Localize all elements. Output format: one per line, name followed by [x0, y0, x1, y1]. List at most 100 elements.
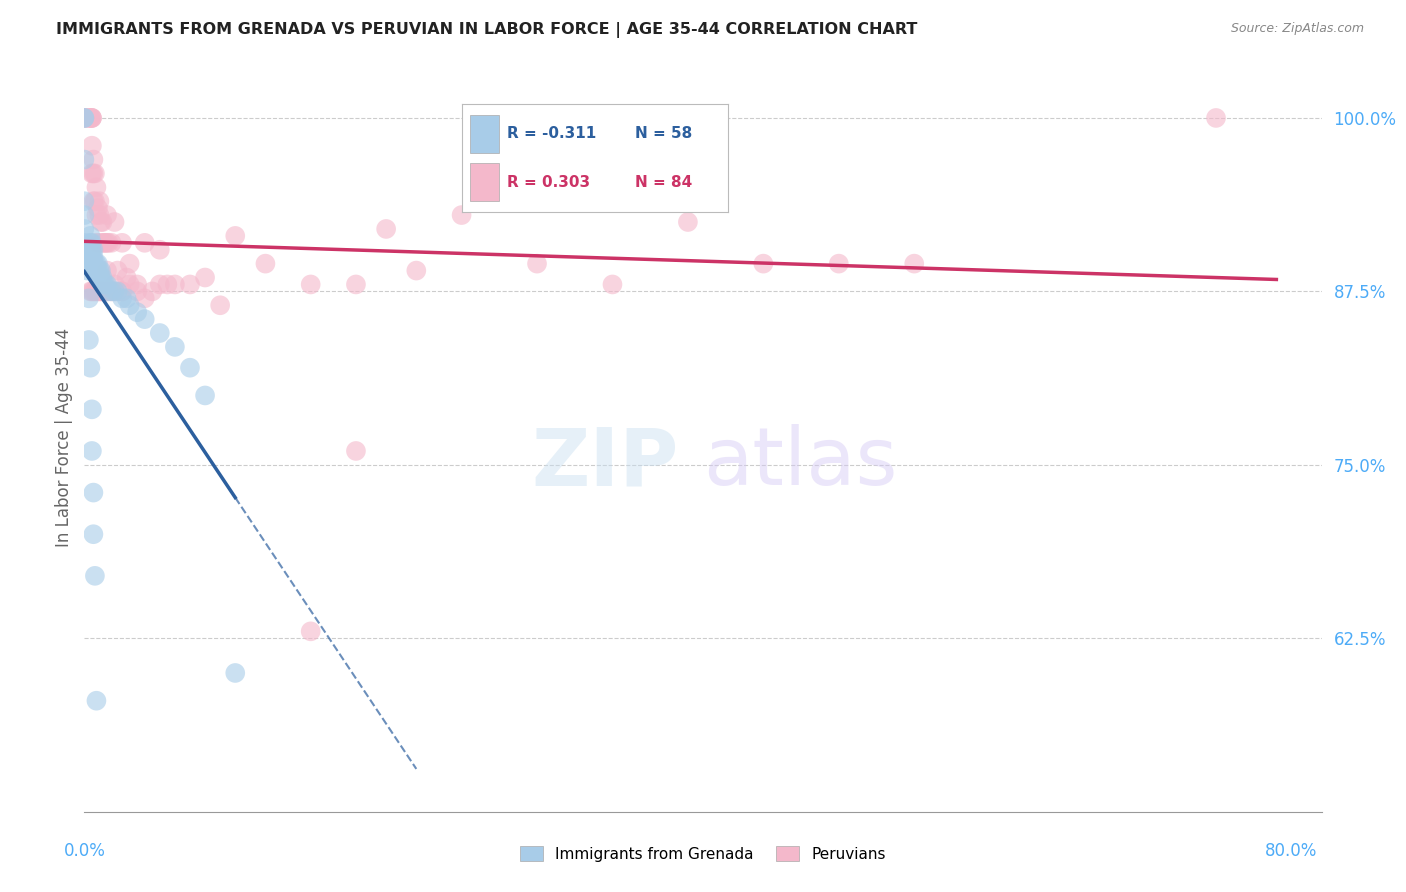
- Point: [73, 111, 96, 125]
- Point: [149, 326, 172, 340]
- Text: ZIP: ZIP: [531, 425, 678, 502]
- Point: [89, 285, 111, 299]
- Point: [179, 277, 201, 292]
- Point: [82, 194, 104, 209]
- Point: [828, 257, 851, 271]
- Point: [77, 111, 100, 125]
- Point: [107, 285, 129, 299]
- Text: 80.0%: 80.0%: [1265, 842, 1317, 860]
- Point: [80, 257, 103, 271]
- Point: [127, 277, 149, 292]
- Text: IMMIGRANTS FROM GRENADA VS PERUVIAN IN LABOR FORCE | AGE 35-44 CORRELATION CHART: IMMIGRANTS FROM GRENADA VS PERUVIAN IN L…: [56, 22, 918, 38]
- Point: [82, 527, 104, 541]
- Point: [80, 402, 103, 417]
- Point: [103, 277, 125, 292]
- Point: [752, 257, 775, 271]
- Point: [97, 235, 120, 250]
- Point: [87, 257, 110, 271]
- Point: [224, 665, 246, 680]
- Point: [149, 243, 172, 257]
- Point: [80, 235, 103, 250]
- Point: [127, 305, 149, 319]
- Point: [80, 111, 103, 125]
- Point: [86, 208, 108, 222]
- Point: [96, 285, 118, 299]
- Point: [79, 257, 101, 271]
- Point: [299, 624, 322, 639]
- Point: [450, 208, 472, 222]
- Point: [100, 285, 122, 299]
- Point: [94, 235, 117, 250]
- Point: [84, 194, 107, 209]
- Point: [73, 153, 96, 167]
- Point: [375, 222, 398, 236]
- Text: atlas: atlas: [703, 425, 897, 502]
- Point: [344, 277, 367, 292]
- Point: [163, 277, 186, 292]
- Point: [93, 285, 115, 299]
- Point: [903, 257, 925, 271]
- Point: [73, 208, 96, 222]
- Point: [89, 194, 111, 209]
- Point: [97, 285, 120, 299]
- Point: [100, 285, 122, 299]
- Point: [80, 243, 103, 257]
- Point: [134, 235, 156, 250]
- Legend: Immigrants from Grenada, Peruvians: Immigrants from Grenada, Peruvians: [513, 839, 893, 868]
- Text: 0.0%: 0.0%: [63, 842, 105, 860]
- Point: [127, 285, 149, 299]
- Point: [405, 263, 427, 277]
- Point: [103, 215, 125, 229]
- Point: [179, 360, 201, 375]
- Point: [79, 285, 101, 299]
- Point: [118, 277, 141, 292]
- Point: [91, 215, 114, 229]
- Point: [73, 111, 96, 125]
- Point: [194, 388, 217, 402]
- Point: [87, 201, 110, 215]
- Point: [96, 277, 118, 292]
- Point: [87, 263, 110, 277]
- Point: [118, 257, 141, 271]
- Point: [82, 243, 104, 257]
- Point: [79, 360, 101, 375]
- Point: [86, 263, 108, 277]
- Point: [103, 285, 125, 299]
- Point: [134, 291, 156, 305]
- Point: [344, 444, 367, 458]
- Point: [73, 235, 96, 250]
- Point: [73, 111, 96, 125]
- Point: [91, 285, 114, 299]
- Point: [73, 111, 96, 125]
- Point: [86, 257, 108, 271]
- Point: [115, 270, 138, 285]
- Point: [86, 180, 108, 194]
- Point: [89, 208, 111, 222]
- Point: [156, 277, 179, 292]
- Point: [76, 263, 98, 277]
- Point: [115, 291, 138, 305]
- Point: [80, 166, 103, 180]
- Point: [73, 194, 96, 209]
- Point: [91, 270, 114, 285]
- Point: [79, 111, 101, 125]
- Point: [82, 257, 104, 271]
- Point: [80, 111, 103, 125]
- Point: [96, 235, 118, 250]
- Text: Source: ZipAtlas.com: Source: ZipAtlas.com: [1230, 22, 1364, 36]
- Point: [87, 285, 110, 299]
- Point: [299, 277, 322, 292]
- Point: [100, 235, 122, 250]
- Point: [82, 485, 104, 500]
- Point: [90, 285, 112, 299]
- Point: [93, 235, 115, 250]
- Point: [90, 215, 112, 229]
- Point: [86, 235, 108, 250]
- Point: [118, 298, 141, 312]
- Point: [676, 215, 699, 229]
- Point: [84, 166, 107, 180]
- Point: [73, 111, 96, 125]
- Point: [107, 263, 129, 277]
- Point: [111, 285, 134, 299]
- Point: [209, 298, 232, 312]
